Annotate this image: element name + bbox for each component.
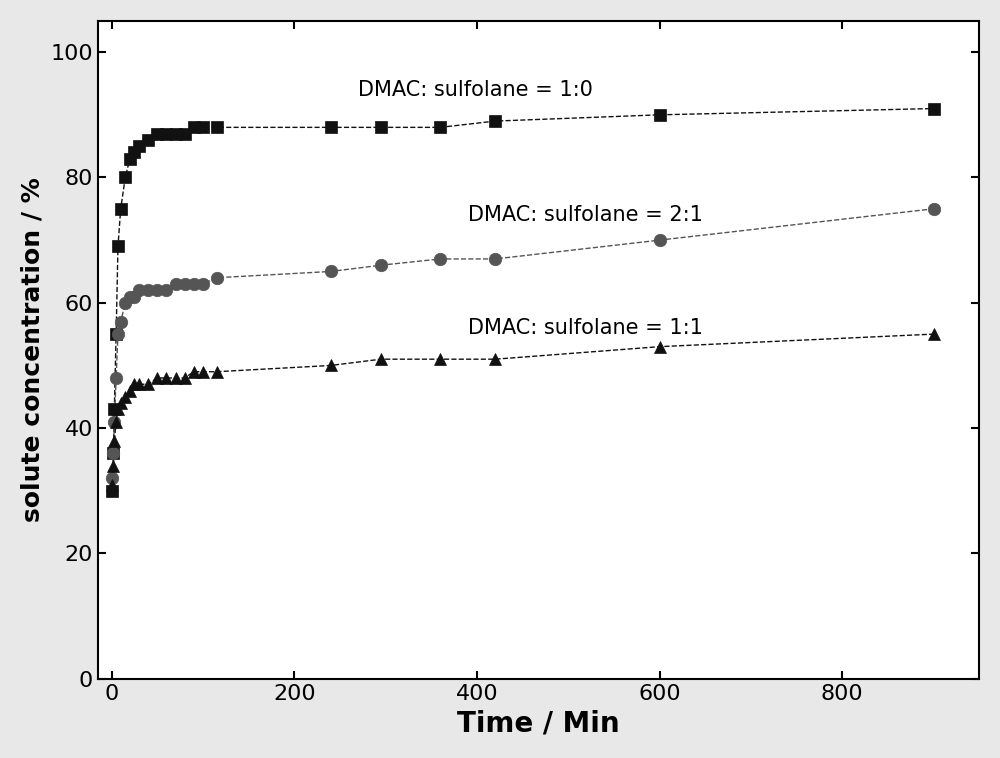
X-axis label: Time / Min: Time / Min (457, 709, 620, 738)
Text: DMAC: sulfolane = 2:1: DMAC: sulfolane = 2:1 (468, 205, 703, 225)
Text: DMAC: sulfolane = 1:0: DMAC: sulfolane = 1:0 (358, 80, 593, 100)
Text: DMAC: sulfolane = 1:1: DMAC: sulfolane = 1:1 (468, 318, 703, 338)
Y-axis label: solute concentration / %: solute concentration / % (21, 177, 45, 522)
